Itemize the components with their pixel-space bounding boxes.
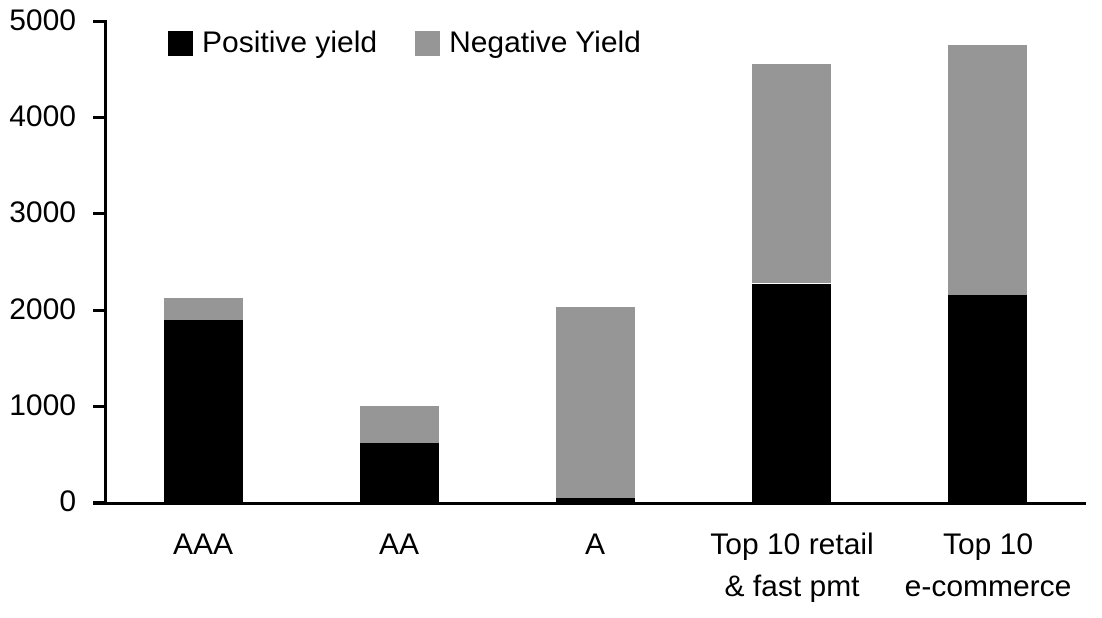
y-tick-label: 4000: [9, 100, 76, 133]
positive-yield-bar-segment: [948, 295, 1027, 502]
x-axis-category-label: Top 10 e-commerce: [904, 528, 1072, 603]
negative-yield-bar-segment: [556, 307, 635, 498]
x-axis-category-label: A: [584, 528, 605, 561]
chart-legend: Positive yield Negative Yield: [168, 27, 641, 59]
negative-yield-bar-segment: [360, 406, 439, 443]
x-axis-category-label: Top 10 retail & fast pmt: [710, 528, 874, 603]
y-tick-mark: [93, 405, 107, 408]
y-tick-label: 3000: [9, 196, 76, 229]
y-tick-label: 1000: [9, 389, 76, 422]
y-tick-label: 2000: [9, 293, 76, 326]
legend-item-negative-yield: Negative Yield: [415, 27, 641, 59]
x-axis-line: [93, 502, 1086, 505]
y-tick-label: 0: [59, 485, 76, 518]
x-axis-category-label: AAA: [172, 528, 234, 561]
y-tick-mark: [93, 116, 107, 119]
legend-label-negative-yield: Negative Yield: [449, 26, 641, 59]
negative-yield-bar-segment: [752, 64, 831, 283]
y-tick-mark: [93, 501, 107, 504]
negative-yield-bar-segment: [164, 298, 243, 320]
y-axis-line: [104, 21, 107, 505]
y-tick-mark: [93, 309, 107, 312]
positive-yield-swatch-icon: [168, 30, 193, 56]
y-tick-label: 5000: [9, 4, 76, 37]
legend-item-positive-yield: Positive yield: [168, 27, 377, 59]
positive-yield-bar-segment: [556, 498, 635, 502]
x-axis-category-label: AA: [378, 528, 420, 561]
positive-yield-bar-segment: [752, 284, 831, 502]
negative-yield-bar-segment: [948, 45, 1027, 295]
negative-yield-swatch-icon: [415, 30, 441, 56]
positive-yield-bar-segment: [360, 442, 439, 502]
y-tick-mark: [93, 20, 107, 23]
legend-label-positive-yield: Positive yield: [202, 26, 378, 59]
y-tick-mark: [93, 212, 107, 215]
positive-yield-bar-segment: [164, 320, 243, 502]
